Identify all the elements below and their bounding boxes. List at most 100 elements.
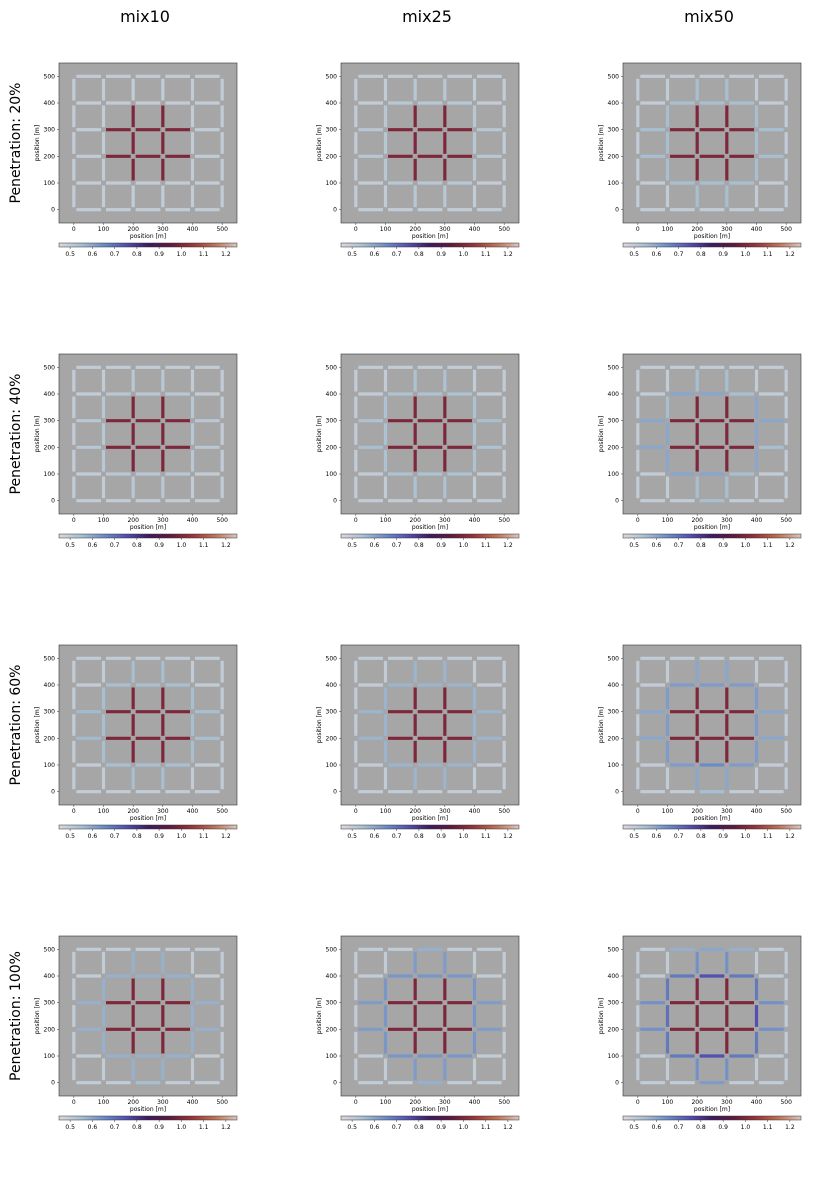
colorbar-tick-label: 0.9 [718,542,728,549]
colorbar-tick-label: 0.7 [392,251,402,258]
x-tick-label: 0 [636,808,640,815]
x-tick-label: 200 [691,517,703,524]
y-tick-label: 100 [608,762,620,769]
colorbar-tick-label: 0.8 [696,542,706,549]
colorbar-tick-label: 0.8 [414,542,424,549]
x-tick-label: 300 [721,808,733,815]
y-tick-label: 500 [326,946,338,953]
x-tick-label: 200 [409,808,421,815]
colorbar-tick-label: 0.9 [718,251,728,258]
y-tick-label: 100 [608,471,620,478]
y-tick-label: 500 [326,73,338,80]
x-axis-label: position [m] [694,815,730,822]
y-tick-label: 500 [326,655,338,662]
x-tick-label: 100 [380,517,392,524]
y-tick-label: 200 [326,153,338,160]
colorbar-tick-label: 0.7 [674,833,684,840]
colorbar-tick-label: 1.1 [763,542,773,549]
panel: 0 100 200 300 400 500 0 100 200 300 400 500 position… [316,935,520,1131]
x-tick-label: 300 [157,226,169,233]
colorbar-tick-label: 1.0 [741,1124,751,1131]
colorbar-tick-label: 0.6 [370,833,380,840]
x-axis-label: position [m] [130,524,166,531]
y-axis-label: position [m] [316,998,323,1034]
plot-background [340,353,520,515]
x-tick-label: 0 [354,226,358,233]
colorbar-tick-label: 1.0 [741,251,751,258]
colorbar-tick-label: 0.9 [718,833,728,840]
y-tick-label: 400 [44,682,56,689]
y-tick-label: 100 [44,471,56,478]
x-tick-label: 0 [72,517,76,524]
x-tick-label: 200 [409,226,421,233]
x-tick-label: 400 [187,226,199,233]
y-tick-label: 0 [333,789,337,796]
colorbar [58,824,238,830]
plot-background [340,935,520,1097]
y-tick-label: 500 [44,73,56,80]
plot-background [622,644,802,806]
colorbar-tick-label: 0.7 [674,1124,684,1131]
colorbar-tick-label: 1.2 [503,251,513,258]
x-axis-label: position [m] [694,1106,730,1113]
x-tick-label: 200 [127,808,139,815]
y-tick-label: 300 [326,418,338,425]
x-tick-label: 0 [72,808,76,815]
x-tick-label: 400 [469,1099,481,1106]
colorbar-tick-label: 0.8 [696,1124,706,1131]
colorbar-tick-label: 1.2 [785,833,795,840]
x-tick-label: 100 [662,808,674,815]
y-tick-label: 300 [326,127,338,134]
colorbar-tick-label: 1.1 [199,251,209,258]
x-tick-label: 0 [354,517,358,524]
panel: 0 100 200 300 400 500 0 100 200 300 400 500 position… [34,644,238,840]
colorbar-tick-label: 1.1 [763,1124,773,1131]
y-tick-label: 400 [608,682,620,689]
colorbar [58,242,238,248]
x-tick-label: 400 [751,808,763,815]
x-tick-label: 200 [691,1099,703,1106]
colorbar-tick-label: 0.6 [88,251,98,258]
y-axis-label: position [m] [34,707,41,743]
plot-background [622,353,802,515]
y-tick-label: 300 [44,709,56,716]
colorbar-tick-label: 0.8 [414,1124,424,1131]
x-tick-label: 400 [187,1099,199,1106]
x-tick-label: 400 [187,808,199,815]
x-tick-label: 0 [636,226,640,233]
y-tick-label: 0 [333,1080,337,1087]
x-tick-label: 500 [498,517,510,524]
colorbar-tick-label: 1.0 [459,542,469,549]
x-tick-label: 400 [469,517,481,524]
colorbar-tick-label: 1.2 [221,833,231,840]
x-tick-label: 0 [72,226,76,233]
row-title: Penetration: 20% [8,83,24,204]
y-tick-label: 0 [615,207,619,214]
colorbar-tick-label: 1.1 [763,833,773,840]
colorbar-tick-label: 1.1 [199,1124,209,1131]
colorbar-tick-label: 0.7 [674,542,684,549]
y-tick-label: 100 [326,1053,338,1060]
x-tick-label: 100 [98,517,110,524]
colorbar-tick-label: 0.8 [696,251,706,258]
colorbar-tick-label: 0.8 [132,833,142,840]
colorbar-tick-label: 1.0 [177,542,187,549]
colorbar-tick-label: 1.2 [503,542,513,549]
colorbar-tick-label: 0.6 [652,542,662,549]
colorbar-tick-label: 1.1 [481,833,491,840]
colorbar [340,824,520,830]
y-tick-label: 300 [44,127,56,134]
y-tick-label: 300 [44,1000,56,1007]
colorbar-tick-label: 0.5 [347,833,357,840]
y-tick-label: 200 [326,735,338,742]
colorbar-tick-label: 0.5 [65,833,75,840]
y-tick-label: 0 [333,498,337,505]
y-axis-label: position [m] [598,707,605,743]
plot-background [58,644,238,806]
column-title: mix10 [120,7,170,26]
y-tick-label: 400 [326,100,338,107]
colorbar-tick-label: 1.1 [481,1124,491,1131]
colorbar [622,824,802,830]
panel: 0 100 200 300 400 500 0 100 200 300 400 500 position… [598,62,802,258]
x-axis-label: position [m] [412,524,448,531]
